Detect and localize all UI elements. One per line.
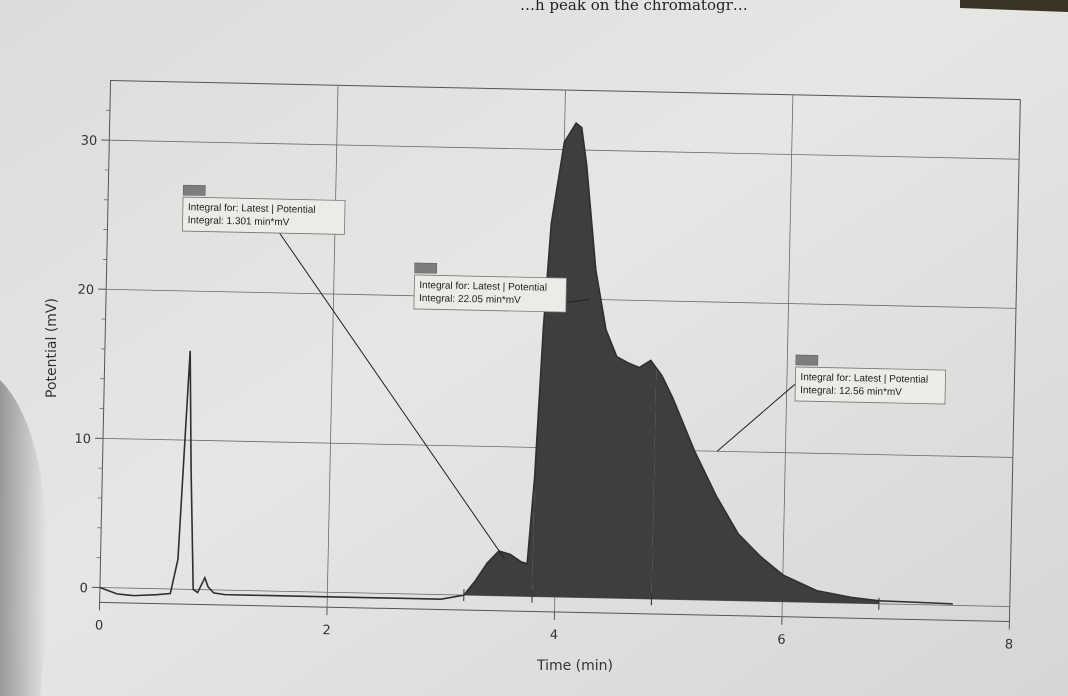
callout-handle-icon [414,262,438,274]
callout-box [181,196,346,235]
y-tick-label: 10 [74,432,91,447]
callout-box [794,366,947,405]
plot-area: 0 10 20 30 0 2 4 6 8 Integral for: Latest | Pot… [74,80,1021,653]
callout-handle-icon [795,354,819,366]
integral-callout-3: Integral for: Latest | PotentialIntegral… [716,354,947,452]
x-axis-label: Time (min) [536,658,613,674]
gridline-x [781,94,794,617]
integral-callout-1: Integral for: Latest | PotentialIntegral… [181,184,505,559]
x-tick-label: 2 [322,623,331,638]
x-tick-label: 8 [1005,637,1014,652]
callout-title: Integral for: Latest | Potential [188,202,316,216]
callout-title: Integral for: Latest | Potential [800,372,928,386]
x-tick-label: 4 [550,628,559,643]
shadow-bottom-left [0,380,48,696]
callout-leader-line [716,383,796,452]
y-axis-label: Potential (mV) [44,298,60,398]
integral-region-3 [651,367,880,604]
gridline-x [326,85,339,608]
integral-region-2 [532,123,657,600]
integral-region-1 [463,477,535,597]
x-tick-label: 6 [777,633,786,648]
callout-leader-line [279,232,505,559]
y-axis-ticks: 0 10 20 30 [74,109,110,596]
y-tick-label: 20 [77,283,94,298]
callout-handle-icon [182,184,206,196]
x-axis-ticks: 0 2 4 6 8 [95,602,1014,653]
y-tick-label: 0 [79,581,88,596]
callout-integral-value: Integral: 1.301 min*mV [188,215,290,228]
top-partial-text: …h peak on the chromatogr… [520,0,748,14]
callout-integral-value: Integral: 12.56 min*mV [800,385,902,398]
callout-integral-value: Integral: 22.05 min*mV [419,293,521,306]
dark-corner-top-right [960,0,1068,12]
y-tick-label: 30 [81,134,98,149]
potential-trace [99,121,953,605]
integral-boundary-markers [463,589,880,610]
x-tick-label: 0 [95,618,104,633]
integral-callout-2: Integral for: Latest | PotentialIntegral… [413,262,590,313]
integral-callouts: Integral for: Latest | PotentialIntegral… [181,184,947,559]
callout-box [413,274,567,313]
callout-title: Integral for: Latest | Potential [419,280,547,294]
